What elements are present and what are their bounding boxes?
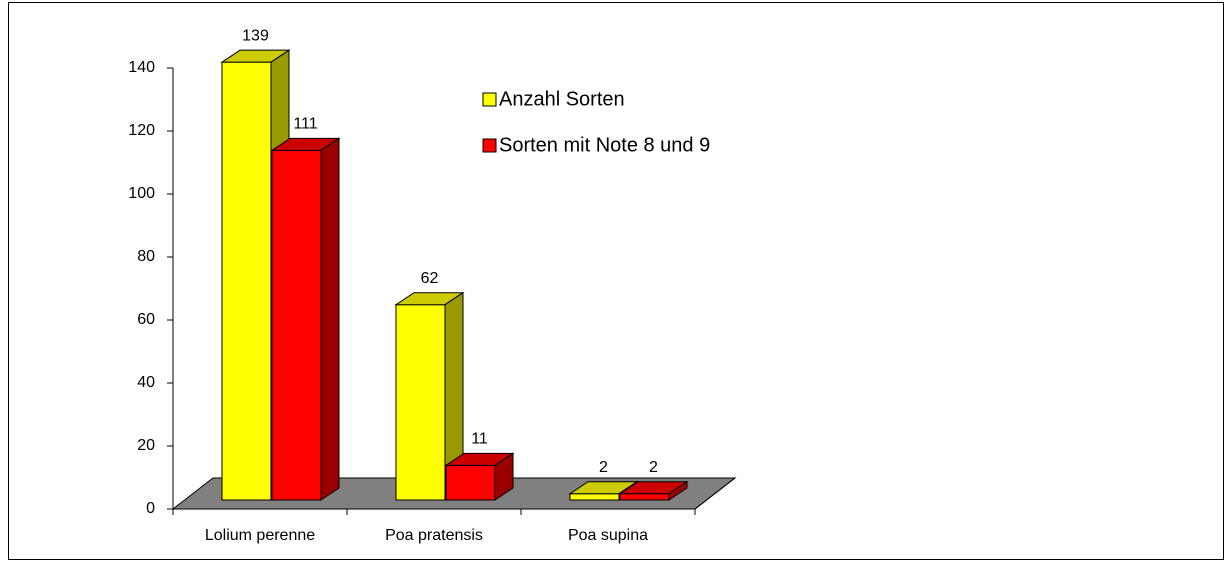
- chart-frame: [8, 2, 1224, 560]
- bar: [271, 149, 322, 501]
- value-label: 11: [471, 431, 488, 448]
- y-tick-label: 80: [137, 248, 155, 265]
- y-tick-label: 120: [128, 122, 155, 139]
- bar: [395, 304, 446, 501]
- legend-swatch: [482, 92, 497, 107]
- x-tick-label: Lolium perenne: [205, 527, 315, 544]
- bar-side: [320, 137, 340, 501]
- y-tick-label: 140: [128, 59, 155, 76]
- floor-edge: [694, 477, 736, 510]
- legend-swatch: [482, 138, 497, 153]
- y-tick-label: 60: [137, 311, 155, 328]
- bar: [445, 464, 496, 501]
- x-tick-label: Poa supina: [568, 527, 648, 544]
- legend-label: Anzahl Sorten: [499, 88, 625, 110]
- bar: [569, 493, 620, 501]
- bar: [619, 493, 670, 501]
- x-tick-label: Poa pratensis: [385, 527, 483, 544]
- bar-side: [494, 452, 514, 501]
- value-label: 139: [242, 27, 269, 44]
- bar: [221, 61, 272, 501]
- y-tick-label: 0: [146, 500, 155, 517]
- y-tick-label: 40: [137, 374, 155, 391]
- legend-label: Sorten mit Note 8 und 9: [499, 134, 710, 156]
- value-label: 2: [649, 459, 658, 476]
- value-label: 2: [599, 459, 608, 476]
- bar-side: [668, 480, 688, 501]
- value-label: 62: [421, 270, 439, 287]
- y-tick-label: 20: [137, 437, 155, 454]
- value-label: 111: [293, 116, 317, 133]
- y-tick-label: 100: [128, 185, 155, 202]
